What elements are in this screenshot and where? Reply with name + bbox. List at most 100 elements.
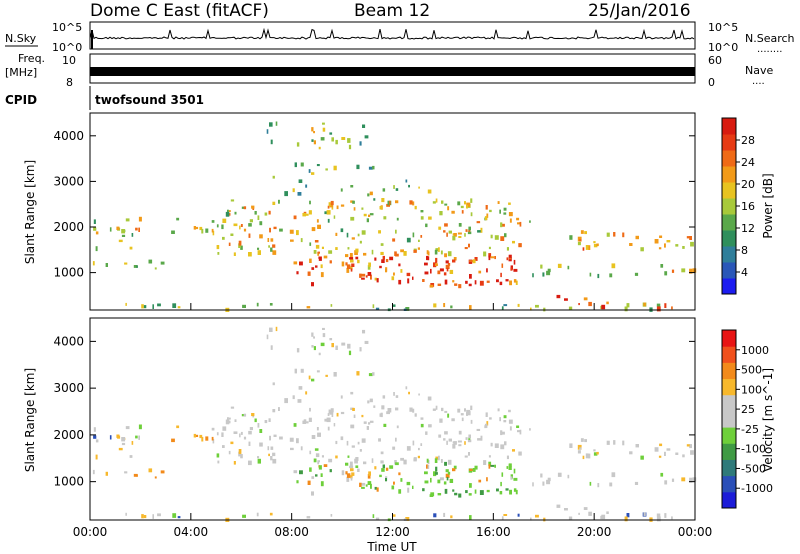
nave-dots: ....: [752, 76, 765, 87]
power-cell: [350, 266, 353, 270]
power-cell: [381, 259, 385, 263]
colorbar-tick-label: 20: [741, 178, 755, 191]
power-cell: [424, 262, 428, 266]
velocity-cell: [272, 409, 276, 413]
power-cell: [484, 216, 488, 221]
velocity-cell: [376, 487, 379, 492]
power-cell: [346, 268, 350, 273]
power-cell: [233, 252, 236, 256]
velocity-cell: [350, 477, 353, 481]
velocity-cell: [568, 516, 573, 520]
power-cell: [414, 205, 417, 210]
power-cell: [658, 247, 662, 250]
velocity-cell: [445, 473, 450, 478]
velocity-cell: [329, 410, 334, 415]
power-cell: [606, 301, 609, 305]
power-cell: [340, 228, 344, 233]
velocity-cell: [420, 423, 424, 428]
velocity-cell: [238, 449, 242, 454]
power-cell: [395, 229, 397, 234]
power-cell: [240, 224, 243, 227]
velocity-cell: [469, 483, 472, 488]
power-cell: [298, 179, 303, 183]
nsky-scale-low: 10^0: [52, 41, 82, 54]
velocity-cell: [157, 513, 161, 517]
velocity-cell: [366, 426, 369, 430]
power-cell: [313, 250, 317, 254]
power-cell: [435, 248, 440, 252]
power-cell: [486, 213, 489, 218]
power-cell: [453, 257, 457, 261]
power-cell: [254, 211, 257, 215]
power-cell: [366, 218, 369, 223]
power-cell: [393, 185, 395, 189]
power-cell: [429, 284, 434, 288]
power-cell: [385, 269, 387, 273]
power-cell: [535, 304, 539, 308]
velocity-cell: [359, 449, 362, 452]
power-cell: [315, 265, 318, 268]
power-cell: [501, 263, 504, 268]
colorbar-tick-label: 8: [741, 244, 748, 257]
velocity-cell: [530, 517, 532, 521]
velocity-cell: [480, 435, 483, 441]
power-cell: [373, 198, 376, 201]
colorbar-swatch: [722, 330, 736, 347]
velocity-cell: [467, 439, 472, 443]
y-tick-label: 4000: [53, 334, 84, 348]
colorbar-swatch: [722, 230, 736, 247]
colorbar-swatch: [722, 134, 736, 151]
velocity-cell: [259, 442, 263, 447]
velocity-cell: [385, 467, 389, 471]
power-cell: [470, 212, 473, 217]
velocity-cell: [238, 451, 241, 457]
power-cell: [306, 306, 311, 309]
colorbar-swatch: [722, 443, 736, 460]
power-cell: [266, 129, 269, 134]
velocity-cell: [256, 512, 259, 517]
power-cell: [596, 243, 599, 247]
velocity-cell: [656, 516, 661, 522]
velocity-cell: [469, 515, 472, 520]
power-cell: [199, 226, 203, 231]
power-cell: [268, 245, 270, 248]
velocity-cell: [634, 481, 639, 485]
colorbar-swatch: [722, 278, 736, 295]
velocity-cell: [93, 435, 97, 439]
power-cell: [468, 226, 471, 231]
velocity-cell: [308, 417, 312, 422]
velocity-cell: [443, 438, 446, 441]
power-cell: [320, 272, 324, 278]
power-cell: [425, 223, 428, 228]
power-cell: [141, 304, 144, 309]
power-cell: [95, 246, 98, 252]
velocity-cell: [430, 492, 435, 497]
power-cell: [446, 232, 448, 237]
power-cell: [296, 230, 299, 236]
power-cell: [318, 146, 321, 150]
power-colorbar-title: Power [dB]: [761, 173, 775, 238]
power-cell: [363, 213, 367, 217]
power-cell: [333, 215, 336, 219]
power-cell: [503, 212, 507, 215]
velocity-cell: [510, 476, 513, 480]
velocity-cell: [317, 460, 320, 463]
velocity-cell: [686, 444, 690, 447]
power-cell: [351, 263, 355, 267]
velocity-cell: [414, 413, 417, 417]
colorbar-tick-label: 1000: [741, 344, 769, 357]
power-cell: [225, 211, 230, 217]
power-cell: [320, 137, 325, 141]
power-cell: [311, 127, 314, 132]
power-cell: [634, 272, 639, 276]
power-cell: [121, 229, 126, 234]
power-cell: [316, 219, 319, 223]
power-cell: [361, 230, 366, 235]
power-cell: [389, 256, 394, 261]
power-cell: [272, 250, 277, 255]
power-cell: [438, 226, 442, 230]
velocity-cell: [517, 513, 520, 517]
power-cell: [233, 223, 238, 227]
velocity-cell: [405, 386, 408, 390]
power-cell: [385, 259, 389, 263]
